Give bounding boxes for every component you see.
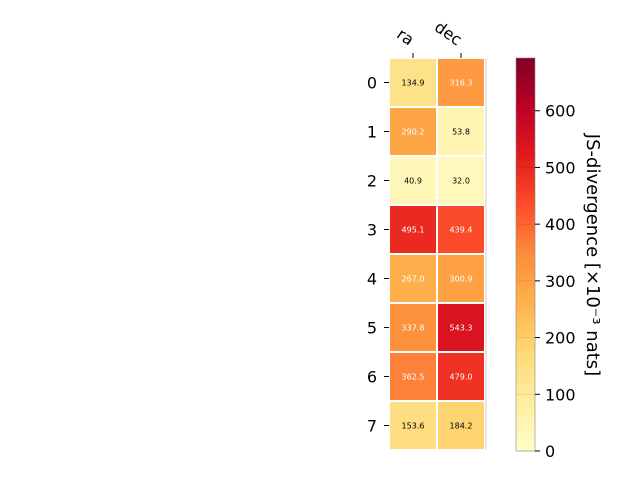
heatmap-cell-ra-3 [390, 206, 436, 253]
row-tick-labels: 0 1 2 3 4 5 6 7 [367, 74, 389, 436]
heatmap-cell-dec-4 [438, 255, 484, 302]
column-tick-labels: ra dec [393, 17, 466, 58]
heatmap-cell-dec-7 [438, 402, 484, 449]
heatmap-cell-ra-1 [390, 108, 436, 155]
row-tick-label: 0 [367, 74, 377, 93]
colorbar-tick-label: 200 [545, 329, 576, 348]
colorbar-label: JS-divergence [×10⁻³ nats] [582, 133, 603, 376]
heatmap-cell-dec-6 [438, 353, 484, 400]
colorbar-tick-label: 300 [545, 272, 576, 291]
cell-value-label: 439.4 [450, 226, 473, 235]
row-tick-label: 2 [367, 172, 377, 191]
heatmap-cell-dec-0 [438, 59, 484, 106]
heatmap-cell-ra-6 [390, 353, 436, 400]
colorbar-tick-label: 100 [545, 385, 576, 404]
heatmap-cell-dec-3 [438, 206, 484, 253]
cell-value-label: 53.8 [452, 128, 470, 137]
colorbar-tick-label: 500 [545, 158, 576, 177]
row-tick-label: 1 [367, 123, 377, 142]
cell-value-label: 32.0 [452, 177, 470, 186]
heatmap-cells: 134.9 316.3 290.2 53.8 40.9 32.0 495.1 439.4 267… [390, 58, 487, 450]
colorbar-tick-label: 0 [545, 442, 555, 461]
heatmap-cell-dec-2 [438, 157, 484, 204]
colorbar-ticks: 0 100 200 300 400 500 600 [516, 102, 576, 461]
cell-value-label: 316.3 [450, 79, 473, 88]
row-tick-label: 7 [367, 417, 377, 436]
colorbar-gradient [515, 57, 536, 452]
cell-value-label: 267.0 [402, 275, 425, 284]
cell-value-label: 495.1 [402, 226, 425, 235]
heatmap-cell-dec-5 [438, 304, 484, 351]
row-tick-label: 3 [367, 221, 377, 240]
cell-value-label: 134.9 [402, 79, 425, 88]
cell-value-label: 40.9 [404, 177, 422, 186]
cell-value-label: 300.9 [450, 275, 473, 284]
cell-value-label: 153.6 [402, 422, 425, 431]
colorbar-tick-label: 400 [545, 215, 576, 234]
column-tick-label: dec [431, 17, 465, 49]
colorbar: 0 100 200 300 400 500 600 JS-divergence [×10⁻³… [515, 57, 603, 461]
cell-value-label: 543.3 [450, 324, 473, 333]
heatmap-cell-ra-0 [390, 59, 436, 106]
cell-value-label: 337.8 [402, 324, 425, 333]
cell-value-label: 184.2 [450, 422, 473, 431]
cell-value-label: 479.0 [450, 373, 473, 382]
heatmap-cell-dec-1 [438, 108, 484, 155]
heatmap-cell-ra-4 [390, 255, 436, 302]
column-tick-label: ra [393, 24, 417, 49]
row-tick-label: 5 [367, 319, 377, 338]
heatmap-cell-ra-2 [390, 157, 436, 204]
cell-value-label: 362.5 [402, 373, 425, 382]
cell-value-label: 290.2 [402, 128, 425, 137]
row-tick-label: 6 [367, 368, 377, 387]
row-tick-label: 4 [367, 270, 377, 289]
heatmap-cell-ra-7 [390, 402, 436, 449]
heatmap-cell-ra-5 [390, 304, 436, 351]
colorbar-tick-label: 600 [545, 102, 576, 121]
